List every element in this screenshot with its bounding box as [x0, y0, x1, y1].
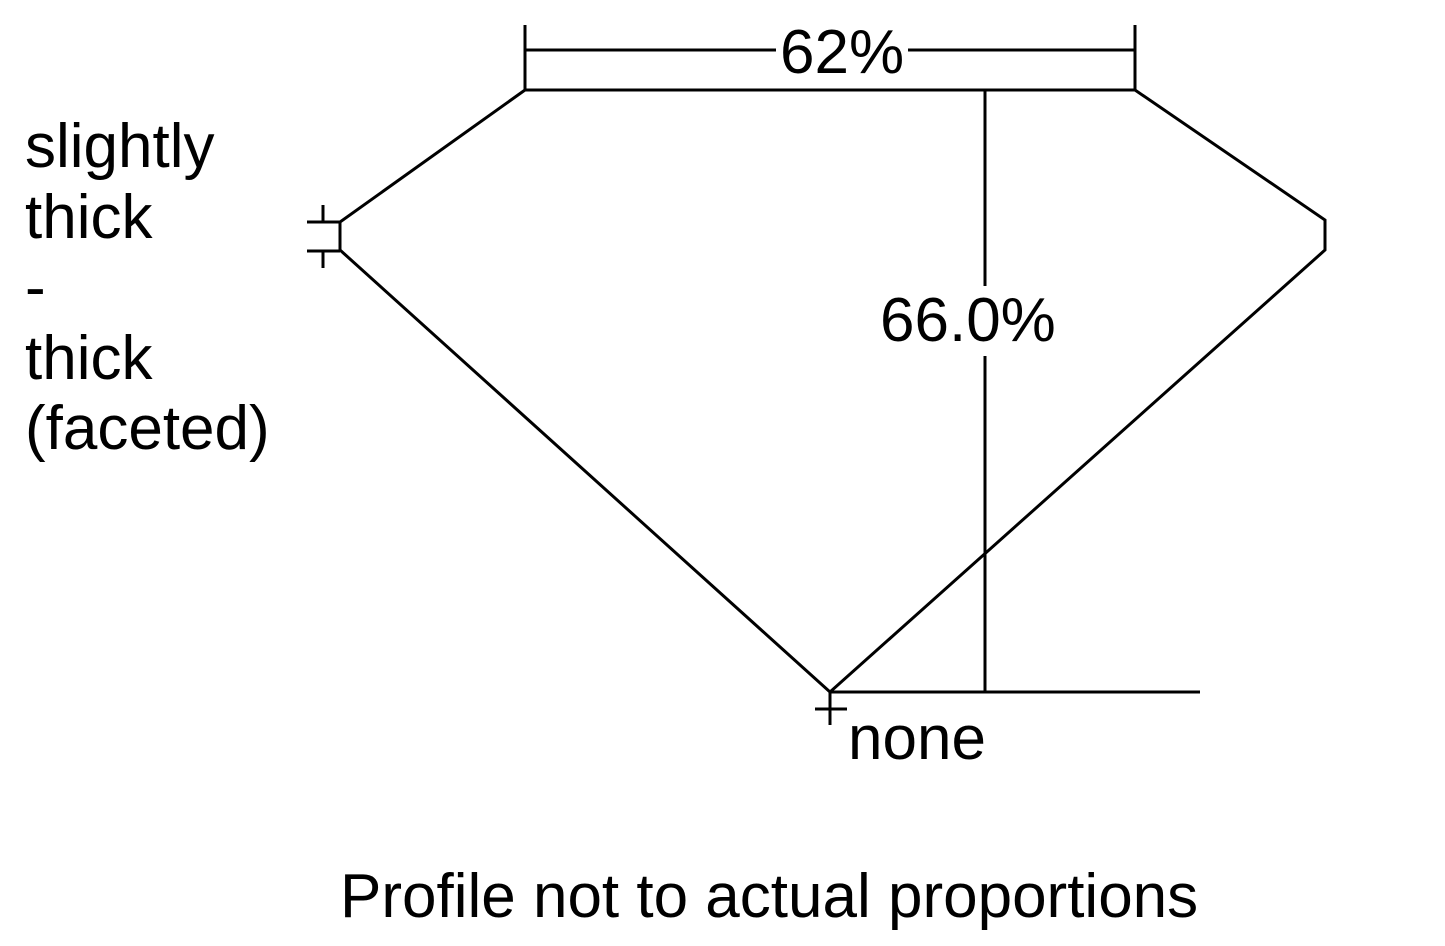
footnote: Profile not to actual proportions — [340, 862, 1199, 931]
gem-outline — [338, 88, 1327, 695]
girdle-label-line: slightly — [25, 112, 215, 181]
girdle-label-line: thick — [25, 323, 153, 393]
depth-percent-label: 66.0% — [878, 286, 1058, 356]
girdle-label-line: (faceted) — [25, 394, 270, 463]
culet-label: none — [848, 704, 986, 773]
girdle-label-line: thick — [25, 182, 153, 252]
table-percent-label: 62% — [776, 18, 909, 88]
girdle-label: slightly thick - thick (faceted) — [25, 112, 270, 465]
girdle-label-line: - — [25, 253, 46, 322]
